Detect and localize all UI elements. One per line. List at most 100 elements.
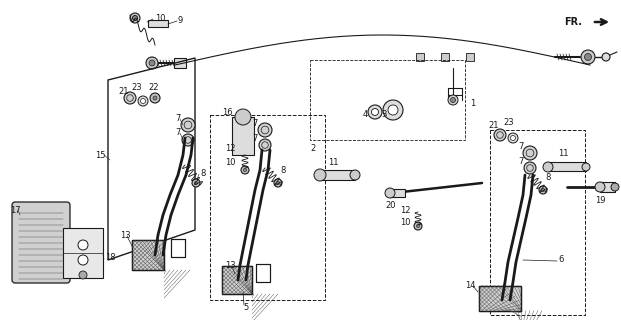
Text: 8: 8 [545,172,550,181]
Text: 15: 15 [95,150,106,159]
Bar [479,285,521,310]
Circle shape [385,188,395,198]
Text: 9: 9 [178,15,183,25]
Circle shape [146,57,158,69]
Bar [256,264,270,282]
Circle shape [258,123,272,137]
Circle shape [235,109,251,125]
Text: 5: 5 [243,303,248,313]
Circle shape [388,105,398,115]
Circle shape [241,166,249,174]
Text: 7: 7 [175,114,180,123]
Bar [132,240,164,270]
Circle shape [194,181,197,185]
Text: 3: 3 [381,109,386,118]
Circle shape [274,179,282,187]
Circle shape [542,188,545,192]
Bar [171,239,185,257]
Bar [600,182,615,192]
Circle shape [368,105,382,119]
Text: 7: 7 [518,141,524,150]
Text: 12: 12 [225,143,235,153]
Circle shape [611,183,619,191]
Circle shape [602,53,610,61]
Circle shape [150,93,160,103]
Text: 8: 8 [280,165,286,174]
Circle shape [79,271,87,279]
Circle shape [383,100,403,120]
Circle shape [276,181,279,185]
Circle shape [581,50,595,64]
Text: 23: 23 [503,117,514,126]
Circle shape [448,95,458,105]
Circle shape [450,98,455,102]
Bar [222,266,252,294]
Bar [63,228,103,278]
Bar [416,53,424,61]
Bar [232,117,254,155]
Circle shape [138,96,148,106]
Text: 7: 7 [518,156,524,165]
Text: 22: 22 [148,83,158,92]
Bar [466,53,474,61]
Circle shape [417,224,420,228]
Circle shape [350,170,360,180]
Text: FR.: FR. [564,17,582,27]
Text: 6: 6 [558,255,563,265]
Text: 21: 21 [118,86,129,95]
Bar [310,60,465,140]
Text: 7: 7 [252,133,257,142]
Bar [171,239,185,257]
Text: 17: 17 [10,205,20,214]
Text: 14: 14 [465,281,476,290]
Circle shape [539,186,547,194]
Circle shape [494,129,506,141]
Circle shape [508,133,518,143]
Circle shape [182,134,194,146]
Circle shape [595,182,605,192]
Text: 7: 7 [175,127,180,137]
Text: 10: 10 [155,13,166,22]
Circle shape [584,53,591,60]
Bar [174,58,186,68]
Circle shape [132,15,137,20]
Text: 11: 11 [558,148,568,157]
Bar [320,170,355,180]
Bar [390,189,405,197]
Text: 2: 2 [310,143,315,153]
Circle shape [582,163,590,171]
Text: 8: 8 [200,169,206,178]
Circle shape [243,168,247,172]
Bar [548,162,586,171]
Text: 18: 18 [105,253,116,262]
Text: 19: 19 [595,196,605,204]
Text: 23: 23 [131,83,142,92]
Bar [210,115,325,300]
Text: 13: 13 [225,260,235,269]
Text: 13: 13 [120,230,130,239]
Text: 16: 16 [222,108,233,116]
Bar [490,130,585,315]
Circle shape [524,162,536,174]
Text: 20: 20 [385,201,396,210]
Text: 1: 1 [470,99,475,108]
Circle shape [414,222,422,230]
Circle shape [543,162,553,172]
Bar [222,266,252,294]
Circle shape [371,108,379,116]
Circle shape [149,60,155,66]
Bar [148,20,168,27]
Bar [256,264,270,282]
Circle shape [181,118,195,132]
Text: 21: 21 [488,121,499,130]
Text: 4: 4 [363,109,368,118]
Circle shape [130,13,140,23]
Text: 12: 12 [400,205,410,214]
Bar [479,285,521,310]
Circle shape [140,99,145,103]
Circle shape [78,255,88,265]
Circle shape [259,139,271,151]
Circle shape [78,240,88,250]
Circle shape [523,146,537,160]
Bar [441,53,449,61]
